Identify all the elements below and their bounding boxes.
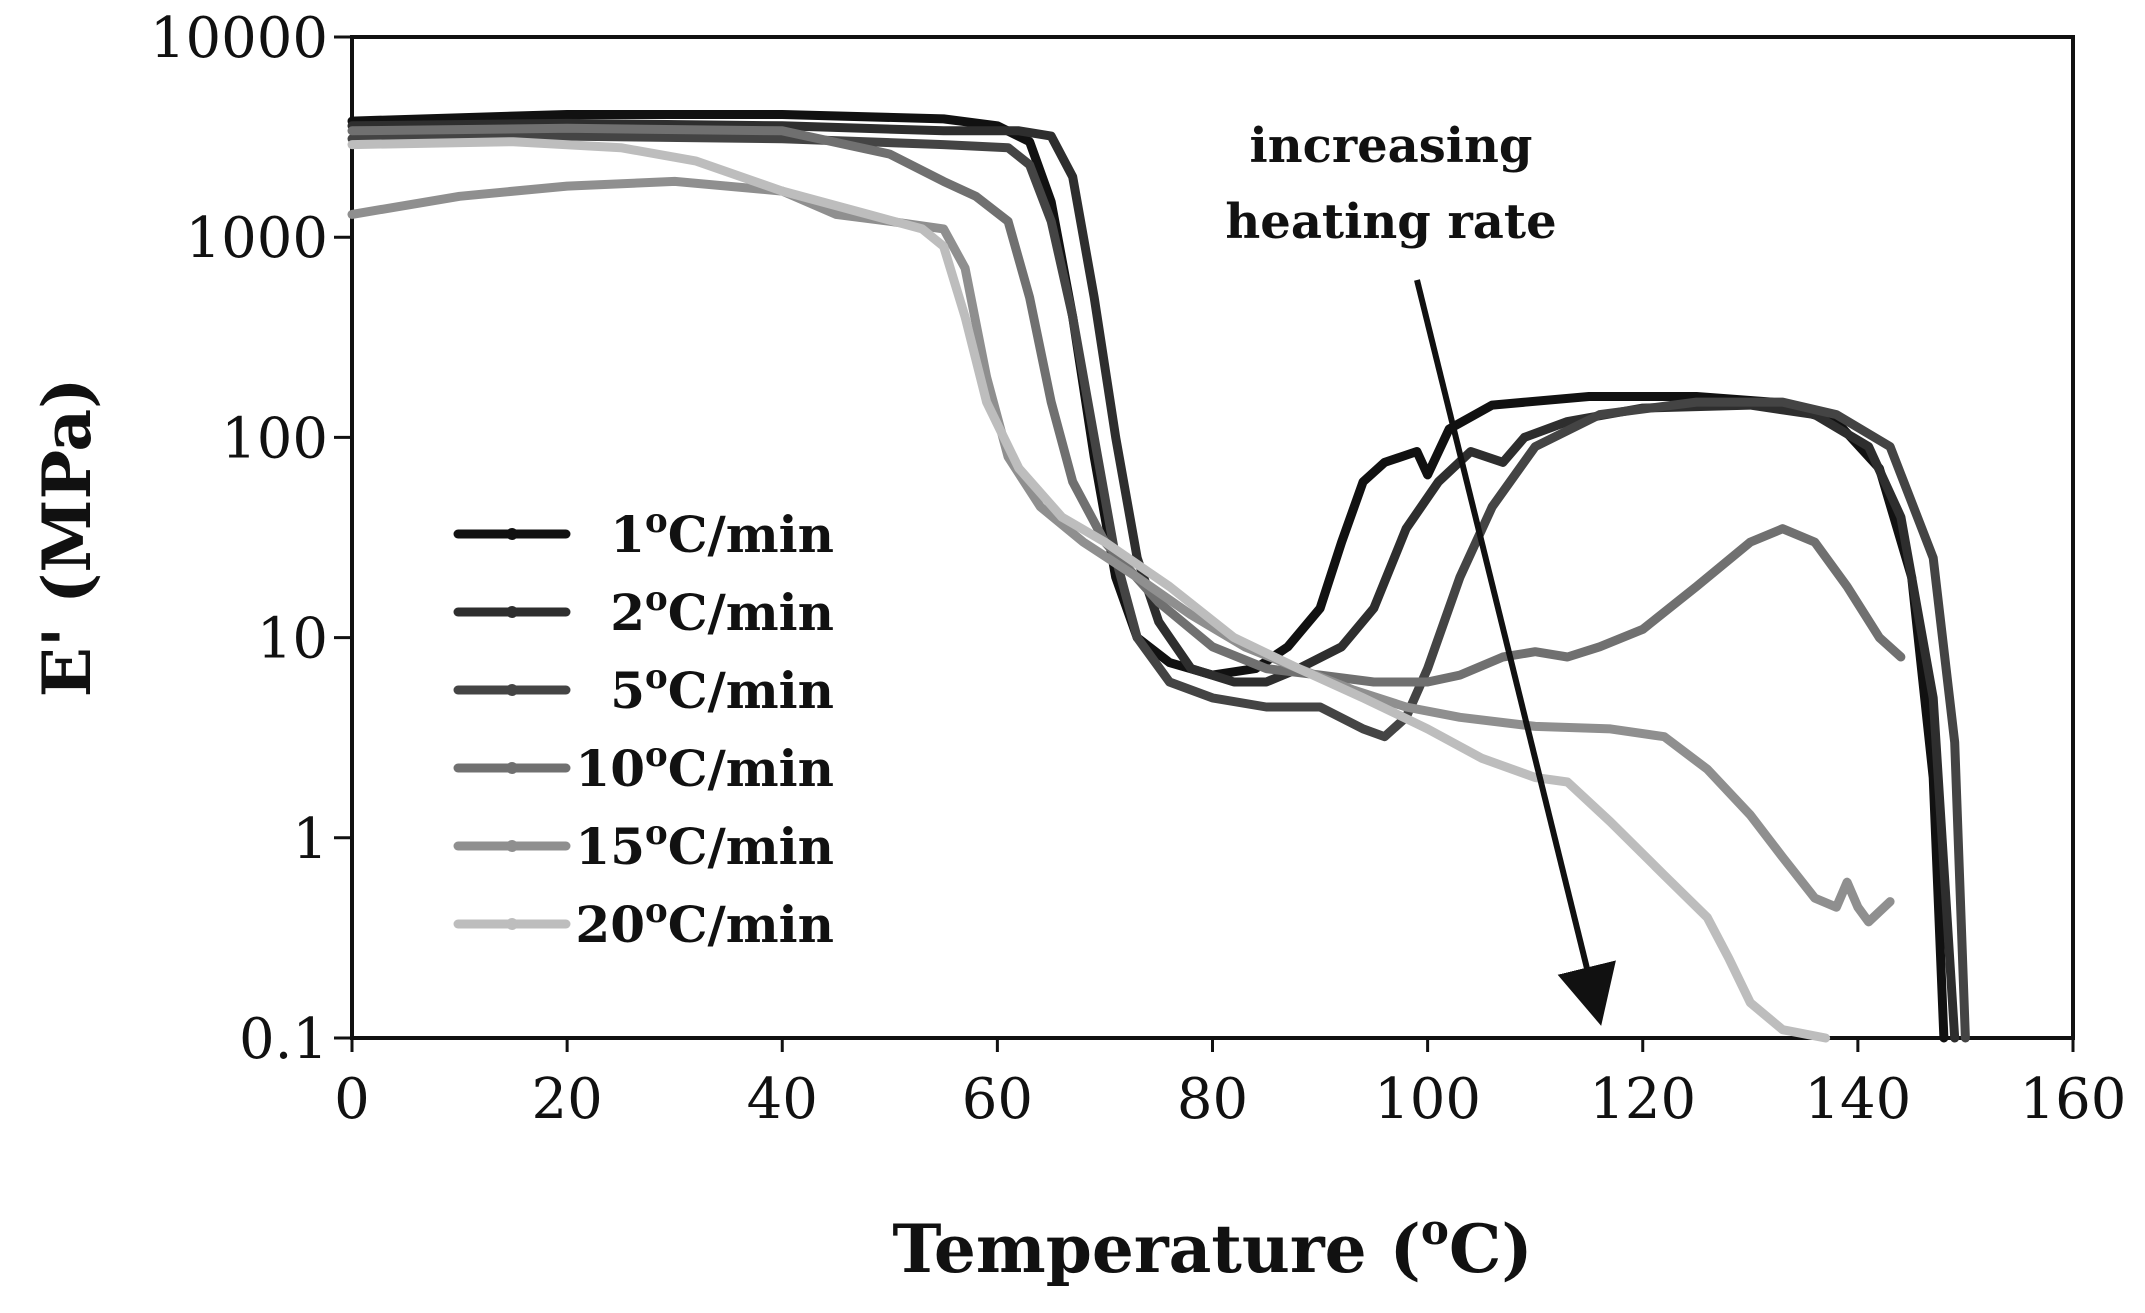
x-tick-label: 80 [1177, 1067, 1248, 1132]
series-line-4 [347, 123, 1906, 687]
legend-rate-value: 5 [610, 661, 645, 720]
legend-marker-6 [506, 918, 518, 930]
legend-label-3: 5oC/min [610, 657, 834, 720]
x-tick-label: 40 [747, 1067, 818, 1132]
legend-degree-sup: o [645, 657, 668, 697]
series-line-3 [347, 131, 1970, 1043]
legend-degree-sup: o [645, 891, 668, 931]
legend-label-4: 10oC/min [575, 735, 834, 798]
legend-marker-1 [506, 528, 518, 540]
legend-degree-sup: o [645, 501, 668, 541]
legend-rate-unit: C/min [668, 739, 834, 798]
legend-degree-sup: o [645, 735, 668, 775]
legend-rate-value: 10 [575, 739, 645, 798]
legend-marker-4 [506, 762, 518, 774]
legend-marker-2 [506, 606, 518, 618]
y-tick-label: 1 [292, 807, 328, 872]
annotation-line-1: increasing [1249, 118, 1532, 174]
legend-rate-unit: C/min [668, 505, 834, 564]
legend-rate-value: 1 [610, 505, 645, 564]
series-line-2 [347, 118, 1960, 1043]
annotation-arrow [1414, 279, 1616, 1026]
legend-marker-5 [506, 840, 518, 852]
y-tick-label: 0.1 [239, 1007, 328, 1072]
legend-label-2: 2oC/min [610, 579, 834, 642]
legend-rate-unit: C/min [668, 817, 834, 876]
y-tick-label: 10000 [150, 6, 328, 71]
x-axis-title-tail: C) [1449, 1210, 1533, 1288]
legend-rate-unit: C/min [668, 895, 834, 954]
series-line-6 [347, 137, 1831, 1043]
x-tick-label: 120 [1589, 1067, 1696, 1132]
legend-degree-sup: o [645, 813, 668, 853]
y-tick-label: 10 [257, 607, 328, 672]
y-tick-label: 100 [221, 406, 328, 471]
legend-rate-value: 20 [575, 895, 645, 954]
y-tick-label: 1000 [185, 206, 328, 271]
legend-degree-sup: o [645, 579, 668, 619]
axis-titles: Temperature (oC)E' (MPa) [28, 378, 1533, 1288]
legend-rate-unit: C/min [668, 583, 834, 642]
legend-rate-value: 2 [610, 583, 645, 642]
legend-marker-3 [506, 684, 518, 696]
legend-rate-unit: C/min [668, 661, 834, 720]
y-axis-title: E' (MPa) [28, 378, 106, 698]
x-tick-label: 100 [1374, 1067, 1481, 1132]
x-tick-label: 160 [2020, 1067, 2127, 1132]
legend: 1oC/min2oC/min5oC/min10oC/min15oC/min20o… [453, 501, 834, 954]
legend-label-5: 15oC/min [575, 813, 834, 876]
x-tick-label: 140 [1804, 1067, 1911, 1132]
x-axis-title-sup: o [1421, 1205, 1449, 1254]
x-tick-label: 60 [962, 1067, 1033, 1132]
annotation-line-2: heating rate [1225, 194, 1556, 250]
x-axis-title: Temperature (oC) [892, 1205, 1532, 1288]
annotation: increasing heating rate [1225, 118, 1616, 1026]
legend-label-1: 1oC/min [610, 501, 834, 564]
series-group [347, 110, 1970, 1043]
x-tick-label: 20 [531, 1067, 602, 1132]
legend-label-6: 20oC/min [575, 891, 834, 954]
x-axis-title-main: Temperature ( [892, 1210, 1420, 1288]
legend-rate-value: 15 [575, 817, 645, 876]
x-tick-label: 0 [334, 1067, 370, 1132]
